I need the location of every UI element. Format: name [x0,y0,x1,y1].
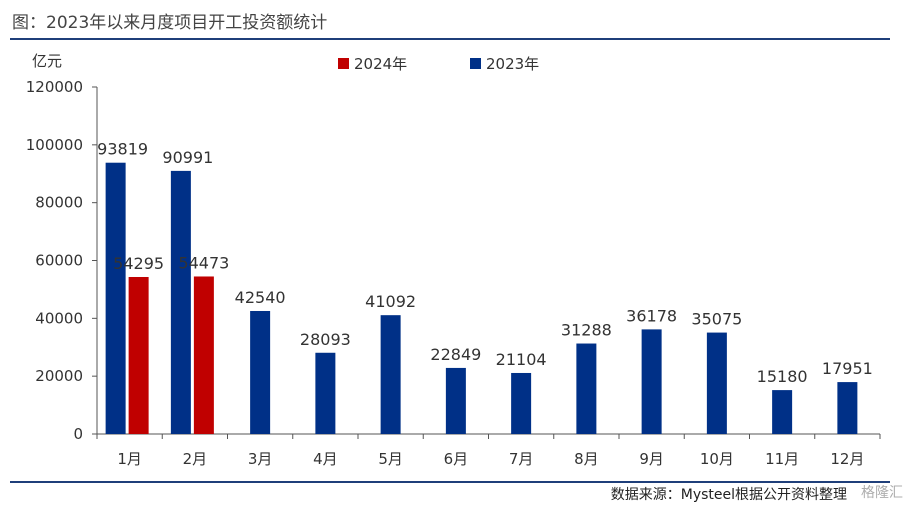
bar-2023 [445,367,466,434]
bar-2023 [315,352,336,434]
legend-label: 2023年 [486,55,539,73]
bar-2023 [641,329,662,434]
legend-swatch [470,58,481,69]
bar-2023 [380,315,401,434]
bar-2023 [772,390,793,434]
x-tick-label: 11月 [765,450,799,468]
data-label-2023: 41092 [365,292,416,311]
bar-2023 [170,170,191,435]
data-labels: 93819 54295 90991 54473 42540 28093 41092 22849… [97,140,873,386]
bars [105,162,858,435]
data-label-2023: 42540 [235,288,286,307]
x-tick-label: 8月 [574,450,599,468]
bar-2023 [105,162,126,434]
y-axis-label: 亿元 [32,52,62,70]
y-tick-label: 120000 [26,78,83,96]
x-tick-label: 6月 [444,450,469,468]
x-tick-label: 3月 [248,450,273,468]
bar-2023 [511,372,532,434]
data-label-2023: 21104 [496,350,547,369]
bottom-rule [10,481,890,483]
data-label-2023: 93819 [97,140,148,159]
data-label-2024: 54473 [178,253,229,272]
bar-2023 [250,310,271,434]
x-tick-label: 9月 [639,450,664,468]
bar-2024 [193,276,214,434]
y-axis: 0 20000 40000 60000 80000 100000 120000 [26,78,98,443]
data-label-2023: 15180 [757,367,808,386]
bar-2023 [576,343,597,434]
source-note: 数据来源：Mysteel根据公开资料整理 [610,487,847,503]
data-label-2023: 31288 [561,321,612,340]
x-tick-label: 7月 [509,450,534,468]
x-tick-label: 1月 [117,450,142,468]
watermark: 格隆汇 [861,485,903,501]
bar-2024 [128,276,149,434]
x-tick-label: 5月 [378,450,403,468]
x-tick-label: 2月 [183,450,208,468]
data-label-2023: 36178 [626,306,677,325]
legend-label: 2024年 [354,55,407,73]
x-tick-label: 10月 [700,450,734,468]
y-tick-label: 80000 [35,194,83,212]
data-label-2023: 35075 [691,310,742,329]
chart-title: 图：2023年以来月度项目开工投资额统计 [12,13,328,33]
bar-2023 [837,382,858,434]
bar-2023 [706,332,727,434]
data-label-2023: 28093 [300,330,351,349]
x-tick-label: 12月 [830,450,864,468]
y-tick-label: 40000 [35,309,83,327]
data-label-2023: 17951 [822,359,873,378]
x-tick-label: 4月 [313,450,338,468]
legend: 2024年 2023年 [338,55,539,73]
data-label-2023: 22849 [430,345,481,364]
y-tick-label: 100000 [26,136,83,154]
top-rule [10,38,890,40]
y-tick-label: 20000 [35,367,83,385]
y-tick-label: 60000 [35,252,83,270]
data-label-2023: 90991 [162,148,213,167]
legend-swatch [338,58,349,69]
data-label-2024: 54295 [113,254,164,273]
y-tick-label: 0 [73,425,83,443]
x-axis: 1月 2月 3月 4月 5月 6月 7月 8月 9月 10月 11月 12月 [96,433,881,468]
